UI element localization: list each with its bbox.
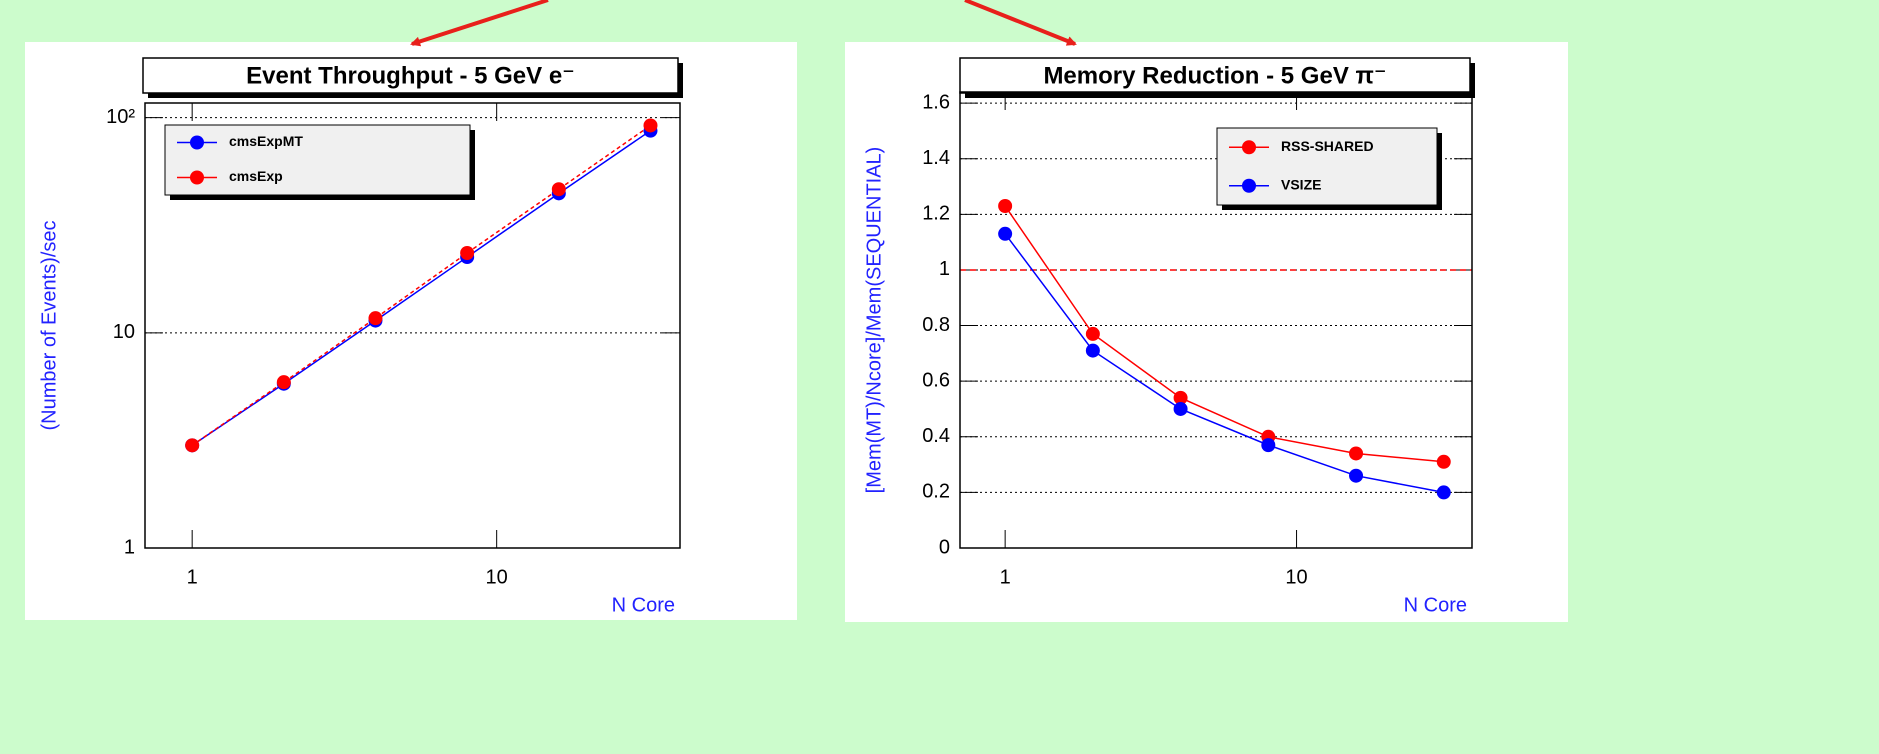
- legend-label: RSS-SHARED: [1281, 138, 1374, 154]
- title-box: [142, 57, 679, 94]
- y-tick-label: 1: [939, 258, 950, 280]
- x-tick-label: 10: [1285, 566, 1307, 588]
- legend-swatch: [1242, 178, 1256, 193]
- data-point: [643, 118, 658, 133]
- chart-title: Memory Reduction - 5 GeV π⁻: [1043, 62, 1386, 89]
- data-point: [1085, 326, 1100, 341]
- arrow: [410, 0, 549, 47]
- y-tick-label: 10²: [106, 106, 135, 128]
- legend-box: [1216, 127, 1438, 206]
- y-tick-label: 0.6: [922, 369, 950, 391]
- x-axis-label: N Core: [1404, 594, 1467, 616]
- y-tick-label: 0.2: [922, 481, 950, 503]
- data-point: [1085, 343, 1100, 358]
- legend-swatch: [1242, 140, 1256, 155]
- y-tick-label: 0: [939, 536, 950, 558]
- legend-swatch: [190, 170, 204, 185]
- data-point: [185, 438, 200, 453]
- data-point: [1173, 401, 1188, 416]
- panel: [845, 42, 1568, 622]
- y-tick-label: 10: [113, 321, 135, 343]
- data-point: [998, 226, 1013, 241]
- arrow: [964, 0, 1077, 46]
- x-tick-label: 10: [486, 566, 508, 588]
- legend-label: cmsExp: [229, 168, 283, 184]
- y-axis-label: [Mem(MT)/Ncore]/Mem(SEQUENTIAL): [863, 147, 885, 494]
- data-point: [1349, 468, 1364, 483]
- y-tick-label: 1.4: [922, 147, 950, 169]
- data-point: [368, 311, 383, 326]
- x-axis-label: N Core: [612, 594, 675, 616]
- legend-label: cmsExpMT: [229, 133, 303, 149]
- y-tick-label: 1.6: [922, 91, 950, 113]
- data-point: [998, 199, 1013, 213]
- x-tick-label: 1: [187, 566, 198, 588]
- data-point: [1261, 438, 1276, 453]
- legend-box: [164, 124, 471, 196]
- y-tick-label: 0.8: [922, 314, 950, 336]
- chart-title: Event Throughput - 5 GeV e⁻: [246, 62, 575, 89]
- series-line: [1004, 205, 1444, 463]
- y-tick-label: 1: [124, 536, 135, 558]
- y-axis-label: (Number of Events)/sec: [38, 220, 60, 430]
- legend-swatch: [190, 135, 204, 150]
- legend-label: VSIZE: [1281, 176, 1321, 192]
- series-line: [191, 130, 651, 446]
- data-point: [1173, 390, 1188, 405]
- plot-frame: [144, 102, 681, 549]
- data-point: [551, 182, 566, 197]
- x-tick-label: 1: [1000, 566, 1011, 588]
- series-line: [1004, 233, 1444, 494]
- series-line: [191, 124, 651, 446]
- data-point: [276, 375, 291, 390]
- data-point: [460, 245, 475, 260]
- data-point: [1349, 446, 1364, 461]
- plot-frame: [959, 91, 1473, 549]
- y-tick-label: 0.4: [922, 425, 950, 447]
- y-tick-label: 1.2: [922, 203, 950, 225]
- data-point: [1436, 454, 1451, 469]
- data-point: [1436, 485, 1451, 500]
- title-box: [959, 57, 1471, 94]
